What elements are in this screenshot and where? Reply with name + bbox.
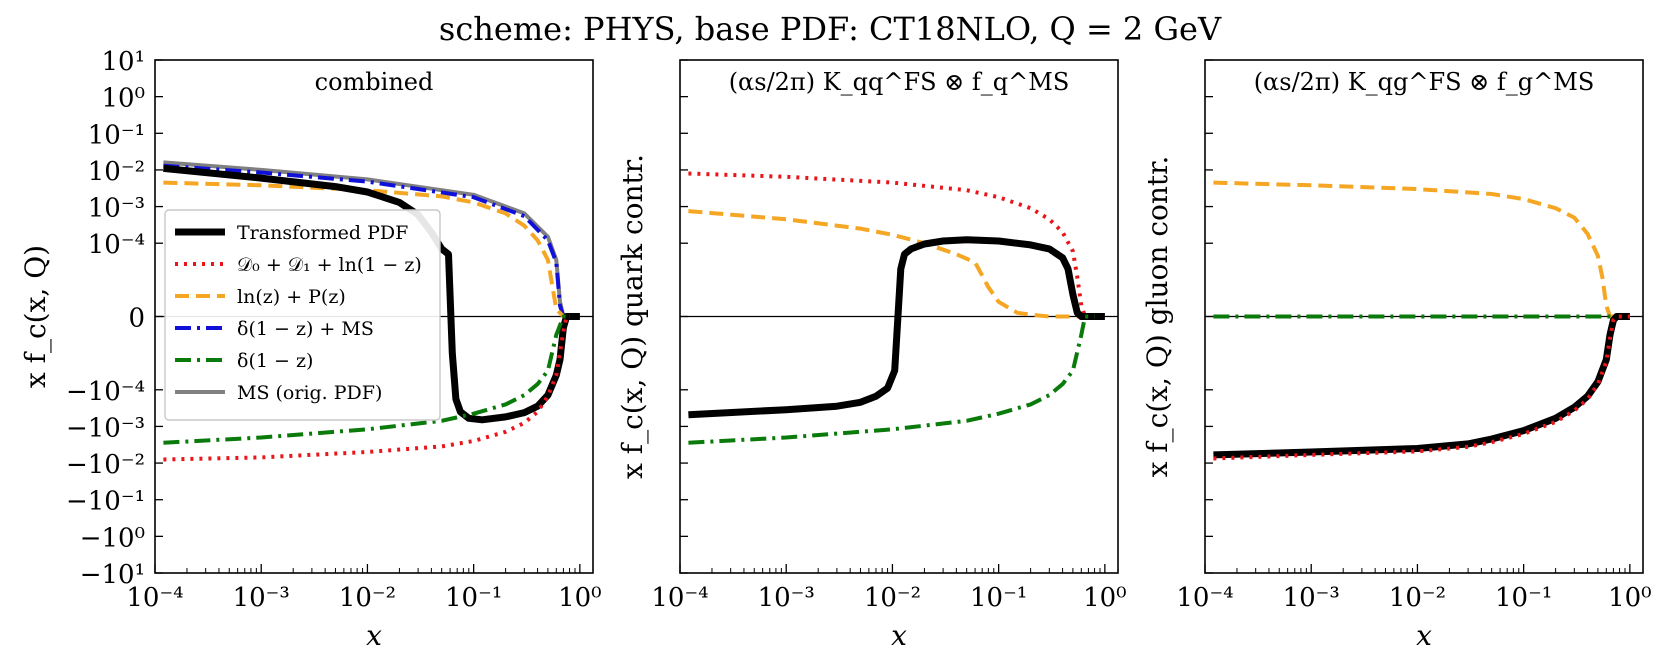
y-tick-label: −10⁰ (80, 523, 145, 553)
series-line--1-z- (163, 314, 570, 445)
y-tick-label: −10⁻⁴ (66, 377, 145, 407)
x-tick-label: 10⁰ (558, 583, 602, 613)
x-tick-label: 10⁻² (1389, 583, 1446, 613)
panel-title: (αs/2π) K_qq^FS ⊗ f_q^MS (729, 68, 1070, 96)
x-tick-label: 10⁻⁴ (651, 583, 708, 613)
y-tick-label: 10⁻⁴ (88, 230, 145, 260)
x-tick-label: 10⁻⁴ (1176, 583, 1233, 613)
y-axis-label: x f_c(x, Q) quark contr. (616, 154, 649, 479)
y-tick-label: −10⁻³ (66, 413, 145, 443)
x-tick-label: 10⁻¹ (445, 583, 502, 613)
x-tick-label: 10⁻³ (758, 583, 815, 613)
series-line-ln-z-p-z- (688, 209, 1095, 319)
x-tick-label: 10⁻⁴ (126, 583, 183, 613)
panel-title: combined (315, 68, 434, 96)
legend-label: δ(1 − z) (237, 350, 313, 372)
y-tick-label: 10¹ (101, 47, 145, 77)
x-tick-label: 10⁰ (1083, 583, 1127, 613)
x-tick-label: 10⁻¹ (970, 583, 1027, 613)
legend-label: ln(z) + P(z) (237, 286, 346, 308)
series-line-ln-z-p-z- (1213, 180, 1620, 319)
x-tick-label: 10⁻³ (233, 583, 290, 613)
x-axis-label: x (366, 619, 382, 652)
x-tick-label: 10⁻² (339, 583, 396, 613)
panel-title: (αs/2π) K_qg^FS ⊗ f_g^MS (1254, 68, 1595, 96)
x-tick-label: 10⁻³ (1283, 583, 1340, 613)
series-line--ln-1-z- (1213, 314, 1630, 461)
series-line--ln-1-z- (163, 314, 570, 462)
figure-title: scheme: PHYS, base PDF: CT18NLO, Q = 2 G… (439, 10, 1222, 48)
x-axis-label: x (891, 619, 907, 652)
y-tick-label: −10⁻² (66, 450, 145, 480)
y-tick-label: 0 (128, 304, 145, 334)
y-axis-label: x f_c(x, Q) gluon contr. (1141, 156, 1174, 478)
plots: 10¹ 10⁰ 10⁻¹ 10⁻² 10⁻³ 10⁻⁴ 0 −10⁻⁴ −10⁻³ −10⁻² −1… (19, 47, 1652, 652)
x-tick-label: 10⁻² (864, 583, 921, 613)
y-tick-label: 10⁻³ (88, 194, 145, 224)
y-tick-label: −10¹ (80, 560, 145, 590)
legend-box (164, 209, 441, 421)
y-axis-label: x f_c(x, Q) (19, 245, 52, 388)
y-tick-label: 10⁻¹ (88, 120, 145, 150)
x-tick-label: 10⁰ (1608, 583, 1652, 613)
series-line-transformed-pdf (688, 236, 1105, 419)
y-tick-label: −10⁻¹ (66, 487, 145, 517)
legend-label: Transformed PDF (237, 222, 408, 244)
legend-label: 𝒟₀ + 𝒟₁ + ln(1 − z) (237, 254, 422, 276)
x-tick-label: 10⁻¹ (1495, 583, 1552, 613)
legend-label: MS (orig. PDF) (237, 382, 382, 404)
y-tick-label: 10⁻² (88, 157, 145, 187)
series-line-transformed-pdf (1213, 313, 1630, 459)
x-axis-label: x (1416, 619, 1432, 652)
y-tick-label: 10⁰ (101, 84, 145, 114)
legend: Transformed PDF 𝒟₀ + 𝒟₁ + ln(1 − z) ln(z) … (164, 209, 441, 421)
panel-gluon: 10⁻⁴ 10⁻³ 10⁻² 10⁻¹ 10⁰ x x f_c(x, Q) gluon co… (1141, 59, 1652, 652)
panel-combined: 10¹ 10⁰ 10⁻¹ 10⁻² 10⁻³ 10⁻⁴ 0 −10⁻⁴ −10⁻³ −10⁻² −1… (19, 47, 602, 652)
legend-label: δ(1 − z) + MS (237, 318, 374, 340)
panel-quark: 10⁻⁴ 10⁻³ 10⁻² 10⁻¹ 10⁰ x x f_c(x, Q) quark co… (616, 59, 1127, 652)
